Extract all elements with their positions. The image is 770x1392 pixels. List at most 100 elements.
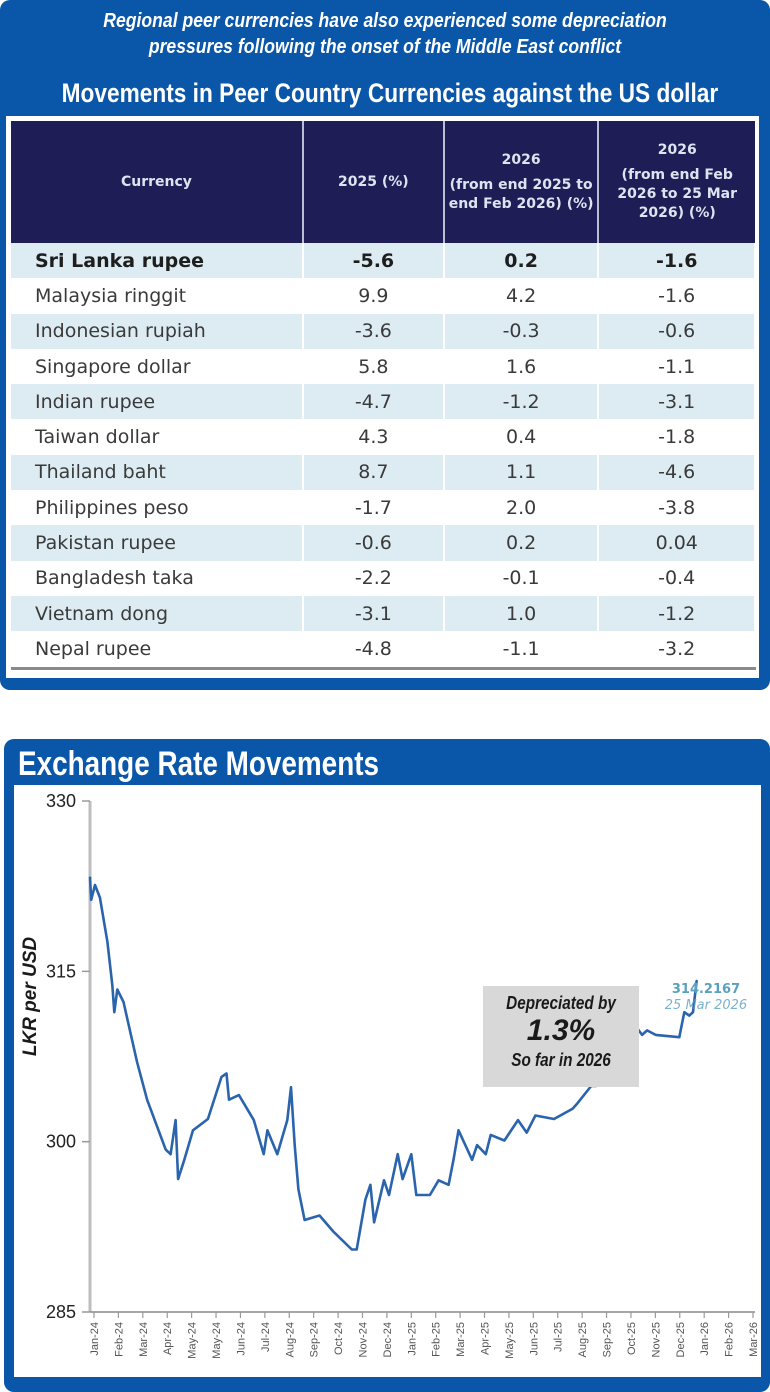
value-2026-to-feb-cell: 0.4 xyxy=(443,419,600,455)
x-tick-label: Aug-25 xyxy=(577,1322,589,1357)
value-2026-feb-to-mar-cell: -3.8 xyxy=(598,490,756,526)
table-container: Currency 2025 (%) 2026 (from end 2025 to… xyxy=(6,116,759,678)
chart-title: Exchange Rate Movements xyxy=(18,745,380,783)
x-tick-label: Oct-24 xyxy=(333,1322,345,1355)
data-point xyxy=(225,1072,228,1075)
value-2026-feb-to-mar-cell: -3.1 xyxy=(598,384,756,420)
data-point xyxy=(410,1153,413,1155)
data-point xyxy=(401,1178,404,1180)
data-point xyxy=(238,1094,240,1096)
x-tick-label: Jul-24 xyxy=(260,1322,272,1352)
data-point xyxy=(688,1014,690,1017)
value-2026-feb-to-mar-cell: 0.04 xyxy=(598,525,756,561)
column-header-label: Currency xyxy=(121,173,192,190)
subtitle-line-1: Regional peer currencies have also exper… xyxy=(103,10,667,32)
data-point xyxy=(517,1119,519,1121)
x-tick-label: Mar-24 xyxy=(138,1322,150,1357)
column-header-2026-to-feb: 2026 (from end 2025 to end Feb 2026) (%) xyxy=(443,121,600,243)
x-tick-label: Aug-24 xyxy=(284,1322,296,1357)
currency-cell: Indonesian rupiah xyxy=(11,313,304,349)
exchange-rate-panel: Exchange Rate Movements 285 300 315 330 LKR … xyxy=(4,739,770,1392)
currency-cell: Vietnam dong xyxy=(11,595,304,632)
x-tick-label: Jan-26 xyxy=(699,1322,711,1356)
data-point xyxy=(355,1248,358,1251)
value-2026-to-feb-cell: -1.2 xyxy=(443,384,600,420)
table-row: Singapore dollar 5.8 1.6 -1.1 xyxy=(11,348,756,385)
x-tick-label: Mar-25 xyxy=(455,1322,467,1357)
value-2025-cell: -2.2 xyxy=(302,560,445,596)
table-row: Taiwan dollar 4.3 0.4 -1.8 xyxy=(11,419,756,455)
x-tick-label: Mar-26 xyxy=(748,1322,760,1357)
data-point xyxy=(364,1198,367,1201)
data-point xyxy=(437,1179,440,1182)
table-row: Pakistan rupee -0.6 0.2 0.04 xyxy=(11,525,756,561)
currency-cell: Taiwan dollar xyxy=(11,419,304,455)
data-point xyxy=(111,984,114,986)
value-2026-to-feb-cell: 0.2 xyxy=(443,243,600,279)
data-point xyxy=(262,1153,265,1155)
data-point xyxy=(576,1102,579,1104)
data-point xyxy=(136,1061,138,1063)
column-header-label: 2025 (%) xyxy=(338,173,409,190)
data-point xyxy=(99,896,101,899)
callout-value: 1.3% xyxy=(526,1014,596,1047)
table-row: Sri Lanka rupee -5.6 0.2 -1.6 xyxy=(11,243,756,279)
table-row: Bangladesh taka -2.2 -0.1 -0.4 xyxy=(11,560,756,596)
data-point xyxy=(303,1219,306,1221)
value-2025-cell: 4.3 xyxy=(302,419,445,455)
data-point xyxy=(571,1107,574,1110)
x-tick-label: Feb-26 xyxy=(724,1322,736,1357)
column-header-currency: Currency xyxy=(11,121,304,243)
data-point xyxy=(332,1230,335,1233)
column-header-2026-feb-to-mar: 2026 (from end Feb 2026 to 25 Mar 2026) … xyxy=(598,121,755,243)
data-point xyxy=(654,1034,657,1036)
subtitle-line-2: pressures following the onset of the Mid… xyxy=(148,36,622,58)
value-2026-to-feb-cell: -0.3 xyxy=(443,313,600,349)
table-row: Vietnam dong -3.1 1.0 -1.2 xyxy=(11,595,756,632)
value-2025-cell: 5.8 xyxy=(302,348,445,385)
value-2026-to-feb-cell: 0.2 xyxy=(443,525,600,561)
x-tick-label: Jan-24 xyxy=(89,1322,101,1356)
column-header-2025: 2025 (%) xyxy=(302,121,445,243)
data-point xyxy=(553,1118,555,1120)
value-2026-to-feb-cell: 4.2 xyxy=(443,278,600,314)
column-header-year: 2026 xyxy=(501,151,541,168)
chart-area: 285 300 315 330 LKR per USD Jan-24 Feb-24 Mar-2… xyxy=(14,785,761,1377)
data-point xyxy=(388,1194,390,1196)
data-point xyxy=(373,1221,375,1224)
data-point xyxy=(113,1011,116,1013)
value-2025-cell: -0.6 xyxy=(302,525,445,561)
data-point xyxy=(351,1248,353,1251)
x-tick-label: Feb-25 xyxy=(431,1322,443,1357)
data-point xyxy=(169,1153,172,1155)
data-point xyxy=(503,1139,506,1142)
data-point xyxy=(146,1098,148,1101)
data-point xyxy=(220,1076,223,1078)
x-tick-label: May-24 xyxy=(187,1322,199,1359)
data-point xyxy=(207,1118,209,1120)
value-2026-feb-to-mar-cell: -0.6 xyxy=(598,313,756,349)
end-value-label: 314.2167 25 Mar 2026 xyxy=(646,981,766,1014)
value-2026-feb-to-mar-cell: -1.6 xyxy=(598,243,756,279)
currency-cell: Pakistan rupee xyxy=(11,525,304,561)
x-tick-label: Feb-24 xyxy=(113,1322,125,1357)
value-2026-to-feb-cell: 2.0 xyxy=(443,490,600,526)
value-2026-to-feb-cell: 1.0 xyxy=(443,595,600,632)
data-point xyxy=(293,1144,296,1146)
data-point xyxy=(396,1153,399,1155)
data-point xyxy=(525,1131,528,1134)
data-point xyxy=(641,1034,643,1036)
data-point xyxy=(192,1129,194,1132)
data-point xyxy=(89,876,91,878)
table-row: Thailand baht 8.7 1.1 -4.6 xyxy=(11,454,756,491)
value-2026-to-feb-cell: -1.1 xyxy=(443,631,600,670)
value-2026-feb-to-mar-cell: -1.1 xyxy=(598,348,756,385)
x-tick-label: Jul-25 xyxy=(553,1322,565,1352)
data-point xyxy=(415,1194,418,1196)
data-point xyxy=(457,1129,460,1132)
value-2025-cell: -3.1 xyxy=(302,595,445,632)
x-tick-label: Nov-24 xyxy=(357,1322,369,1357)
end-date: 25 Mar 2026 xyxy=(664,998,748,1013)
y-tick-label: 300 xyxy=(46,1132,76,1152)
data-point xyxy=(489,1134,492,1136)
